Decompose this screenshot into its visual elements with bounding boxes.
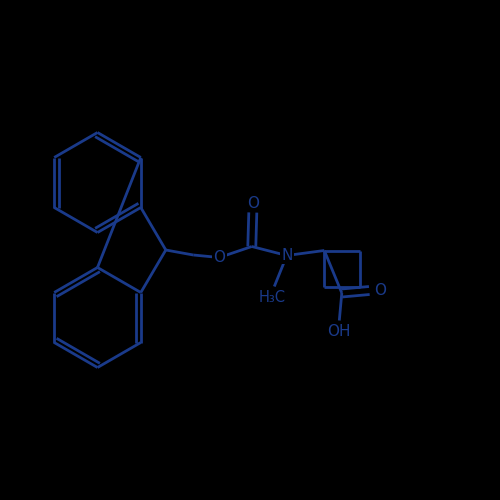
- Text: O: O: [214, 250, 226, 265]
- Text: N: N: [281, 248, 292, 263]
- Text: OH: OH: [328, 324, 351, 339]
- Text: O: O: [374, 283, 386, 298]
- Text: H₃C: H₃C: [258, 290, 285, 305]
- Text: O: O: [247, 196, 259, 211]
